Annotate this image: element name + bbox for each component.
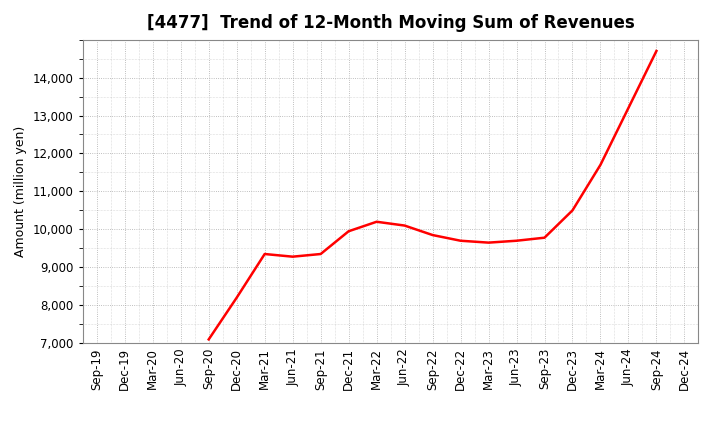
Title: [4477]  Trend of 12-Month Moving Sum of Revenues: [4477] Trend of 12-Month Moving Sum of R… <box>147 15 634 33</box>
Y-axis label: Amount (million yen): Amount (million yen) <box>14 126 27 257</box>
